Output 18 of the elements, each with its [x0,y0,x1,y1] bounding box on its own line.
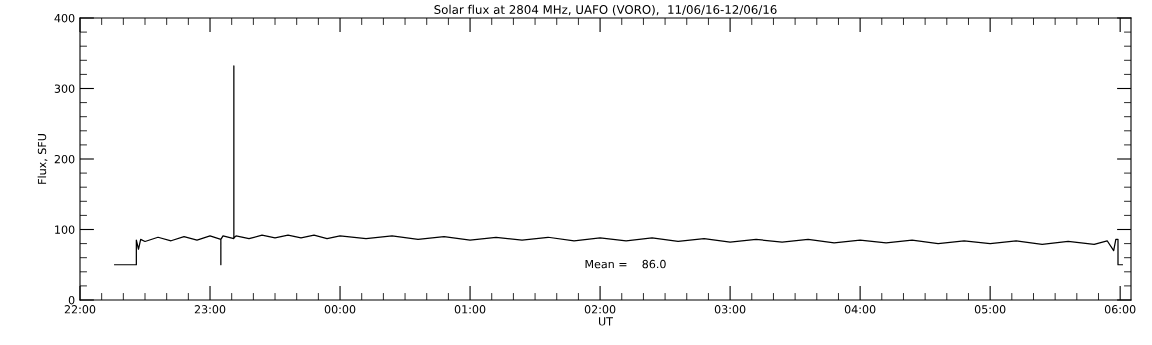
y-tick-label: 100 [55,225,75,234]
y-tick-label: 0 [68,295,75,305]
y-tick-label: 200 [54,154,75,164]
x-tick-label: 04:00 [844,305,876,314]
chart-title: Solar flux at 2804 MHz, UAFO (VORO), 11/06/16-12/06/16 [434,4,777,16]
x-tick-label: 02:00 [584,305,616,314]
x-tick-label: 01:00 [454,305,486,314]
y-tick-label: 400 [54,13,75,23]
y-axis-title: Flux, SFU [37,134,48,184]
y-tick-label: 300 [54,84,75,93]
x-tick-label: 22:00 [64,305,96,314]
x-tick-label: 00:00 [324,305,356,314]
annotation: Mean = 86.0 [585,259,666,269]
x-tick-label: 03:00 [714,305,746,314]
x-tick-label: 05:00 [974,305,1006,314]
x-axis-title: UT [599,317,613,326]
x-tick-label: 23:00 [194,305,226,314]
x-tick-label: 06:00 [1104,305,1136,314]
